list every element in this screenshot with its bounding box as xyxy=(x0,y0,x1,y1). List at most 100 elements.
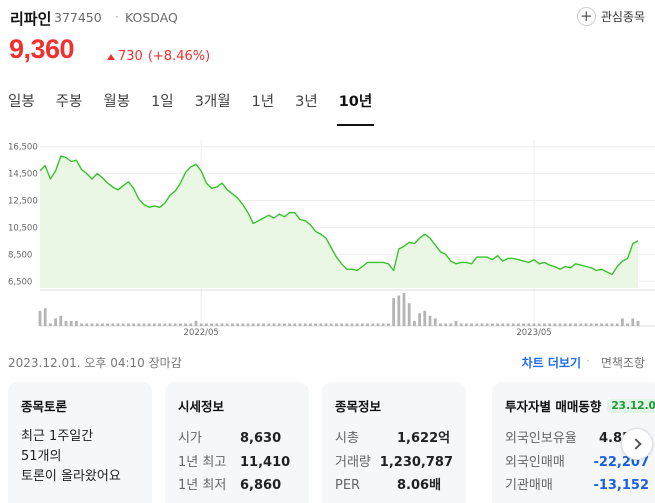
volume-bar xyxy=(553,323,557,326)
y-tick-label: 16,500 xyxy=(8,143,38,153)
volume-bar xyxy=(595,323,598,326)
volume-bar xyxy=(241,323,245,326)
info-row: 기관매매 -13,152 xyxy=(505,474,649,498)
discussion-line: 51개의 xyxy=(21,449,62,464)
volume-bar xyxy=(381,323,385,326)
info-label: 시총 xyxy=(335,431,359,446)
volume-bar xyxy=(350,323,354,326)
period-tabs: 일봉 주봉 월봉 1일 3개월 1년 3년 10년 xyxy=(8,90,393,126)
volume-bar xyxy=(511,323,515,326)
volume-bar xyxy=(387,323,390,326)
tab-monthly[interactable]: 월봉 xyxy=(103,94,131,110)
volume-bar xyxy=(90,323,94,326)
volume-bar xyxy=(251,323,255,326)
volume-bar xyxy=(137,323,141,326)
info-row: 1년 최저 6,860 xyxy=(178,474,296,498)
volume-bar xyxy=(532,323,536,326)
volume-bar xyxy=(267,323,271,326)
info-value: 6,860 xyxy=(240,478,282,493)
volume-bar xyxy=(173,323,177,326)
volume-bar xyxy=(163,323,167,326)
volume-bar xyxy=(314,323,317,326)
tab-1year[interactable]: 1년 xyxy=(251,94,275,110)
volume-bar xyxy=(589,323,593,326)
card-title: 종목토론 xyxy=(21,399,68,414)
volume-bar xyxy=(444,323,447,326)
volume-bar xyxy=(579,323,583,326)
separator-dot: · xyxy=(586,354,590,368)
summary-cards: 종목토론 최근 1주일간 51개의 토론이 올라왔어요 시세정보 시가 8,630… xyxy=(8,382,655,503)
tab-daily[interactable]: 일봉 xyxy=(8,94,35,110)
volume-bar xyxy=(631,318,635,326)
info-label: 1년 최저 xyxy=(178,478,227,493)
discussion-line: 토론이 올라왔어요 xyxy=(21,469,121,484)
tab-3months[interactable]: 3개월 xyxy=(194,94,231,110)
volume-bar xyxy=(496,323,499,326)
info-row: 시총 1,622억 xyxy=(335,427,453,451)
info-value: 1,230,787 xyxy=(379,454,453,470)
volume-bar xyxy=(621,318,624,326)
volume-bar xyxy=(184,323,187,326)
volume-bar xyxy=(283,323,286,326)
volume-bar xyxy=(335,323,338,326)
tab-1day[interactable]: 1일 xyxy=(151,94,174,110)
volume-bar xyxy=(199,323,203,326)
volume-bar xyxy=(220,323,224,326)
volume-bar xyxy=(345,323,349,326)
volume-bar xyxy=(288,323,291,326)
volume-bar xyxy=(397,295,401,326)
tab-3years[interactable]: 3년 xyxy=(295,94,318,110)
disclaimer-link[interactable]: 면책조항 xyxy=(600,356,645,370)
market-timestamp: 2023.12.01. 오후 04:10 장마감 xyxy=(8,356,182,370)
discussion-card[interactable]: 종목토론 최근 1주일간 51개의 토론이 올라왔어요 xyxy=(8,382,152,503)
favorite-button[interactable]: + 관심종목 xyxy=(576,5,645,27)
volume-bar xyxy=(480,323,484,326)
volume-bar xyxy=(506,323,510,326)
volume-bar xyxy=(309,323,312,326)
volume-bar xyxy=(147,323,151,326)
volume-bar xyxy=(413,320,416,326)
volume-bar xyxy=(371,323,375,326)
volume-bar xyxy=(329,323,333,326)
y-tick-label: 14,500 xyxy=(8,170,38,180)
card-title: 시세정보 xyxy=(178,399,225,414)
volume-bar xyxy=(433,318,437,326)
volume-bar xyxy=(485,323,489,326)
volume-bar xyxy=(85,323,89,326)
volume-bar xyxy=(418,313,421,326)
discussion-line: 최근 1주일간 xyxy=(21,429,94,444)
cards-next-button[interactable] xyxy=(621,428,653,460)
volume-bar xyxy=(205,323,208,326)
stock-info-card[interactable]: 종목정보 시총 1,622억 거래량 1,230,787 PER 8.06배 xyxy=(322,382,466,503)
volume-bar xyxy=(293,323,297,326)
info-label: 시가 xyxy=(178,431,202,446)
volume-bar xyxy=(132,323,135,326)
tab-10years[interactable]: 10년 xyxy=(336,90,374,126)
volume-bar xyxy=(215,323,219,326)
volume-bar xyxy=(324,323,328,326)
price-chart[interactable]: 16,500 14,500 12,500 10,500 8,500 6,500 2022/0… xyxy=(0,136,655,336)
volume-bar xyxy=(366,323,369,326)
separator-dot: · xyxy=(115,10,119,24)
stock-market: KOSDAQ xyxy=(125,10,178,25)
volume-bar xyxy=(319,323,323,326)
volume-bar xyxy=(236,323,239,326)
volume-bar xyxy=(95,323,99,326)
date-row: 2023.12.01. 오후 04:10 장마감 차트 더보기 · 면책조항 xyxy=(8,354,645,372)
volume-bar xyxy=(392,298,395,326)
volume-bar xyxy=(303,323,307,326)
stock-name: 리파인 xyxy=(10,10,52,28)
volume-bar xyxy=(584,323,588,326)
market-info-card[interactable]: 시세정보 시가 8,630 1년 최고 11,410 1년 최저 6,860 xyxy=(165,382,309,503)
info-row: 거래량 1,230,787 xyxy=(335,451,453,475)
volume-bar xyxy=(423,310,427,326)
volume-bar xyxy=(298,323,302,326)
volume-bar xyxy=(475,323,479,326)
volume-bar xyxy=(548,323,551,326)
volume-bar xyxy=(626,323,629,326)
volume-bar xyxy=(101,323,104,326)
chart-more-link[interactable]: 차트 더보기 xyxy=(521,356,581,370)
volume-bar xyxy=(501,323,505,326)
price-area xyxy=(40,156,638,288)
tab-weekly[interactable]: 주봉 xyxy=(55,94,83,110)
